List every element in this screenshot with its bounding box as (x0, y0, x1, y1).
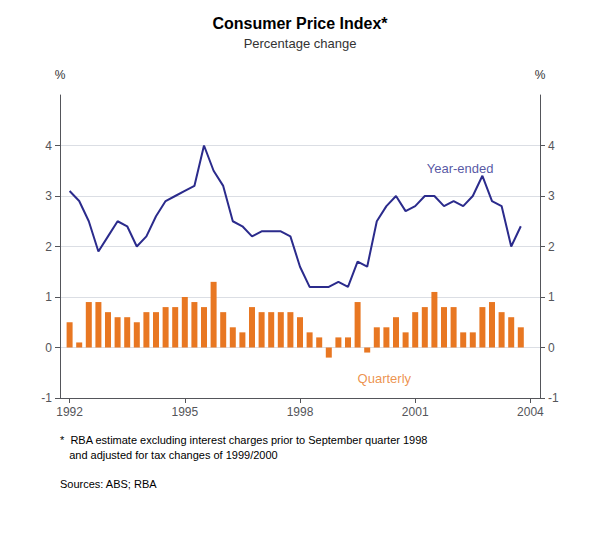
svg-text:2: 2 (45, 240, 52, 254)
svg-text:Consumer Price Index*: Consumer Price Index* (212, 15, 388, 32)
svg-text:and adjusted for tax changes o: and adjusted for tax changes of 1999/200… (60, 449, 278, 461)
svg-text:4: 4 (45, 139, 52, 153)
svg-text:-1: -1 (41, 391, 52, 405)
svg-text:Percentage change: Percentage change (244, 36, 357, 51)
svg-text:* RBA estimate excluding inte: * RBA estimate excluding interest charge… (60, 434, 427, 446)
svg-text:1: 1 (548, 290, 555, 304)
svg-text:0: 0 (548, 341, 555, 355)
svg-text:-1: -1 (548, 391, 559, 405)
svg-text:2004: 2004 (517, 405, 544, 419)
svg-text:1998: 1998 (287, 405, 314, 419)
svg-text:1: 1 (45, 290, 52, 304)
svg-text:Sources: ABS; RBA: Sources: ABS; RBA (60, 478, 157, 490)
svg-text:1992: 1992 (56, 405, 83, 419)
svg-text:3: 3 (548, 189, 555, 203)
svg-text:0: 0 (45, 341, 52, 355)
svg-text:Quarterly: Quarterly (358, 371, 412, 386)
svg-text:Year-ended: Year-ended (427, 161, 494, 176)
svg-text:3: 3 (45, 189, 52, 203)
svg-text:4: 4 (548, 139, 555, 153)
svg-text:%: % (55, 68, 66, 82)
svg-text:%: % (535, 68, 546, 82)
svg-text:2: 2 (548, 240, 555, 254)
svg-text:1995: 1995 (171, 405, 198, 419)
svg-text:2001: 2001 (402, 405, 429, 419)
